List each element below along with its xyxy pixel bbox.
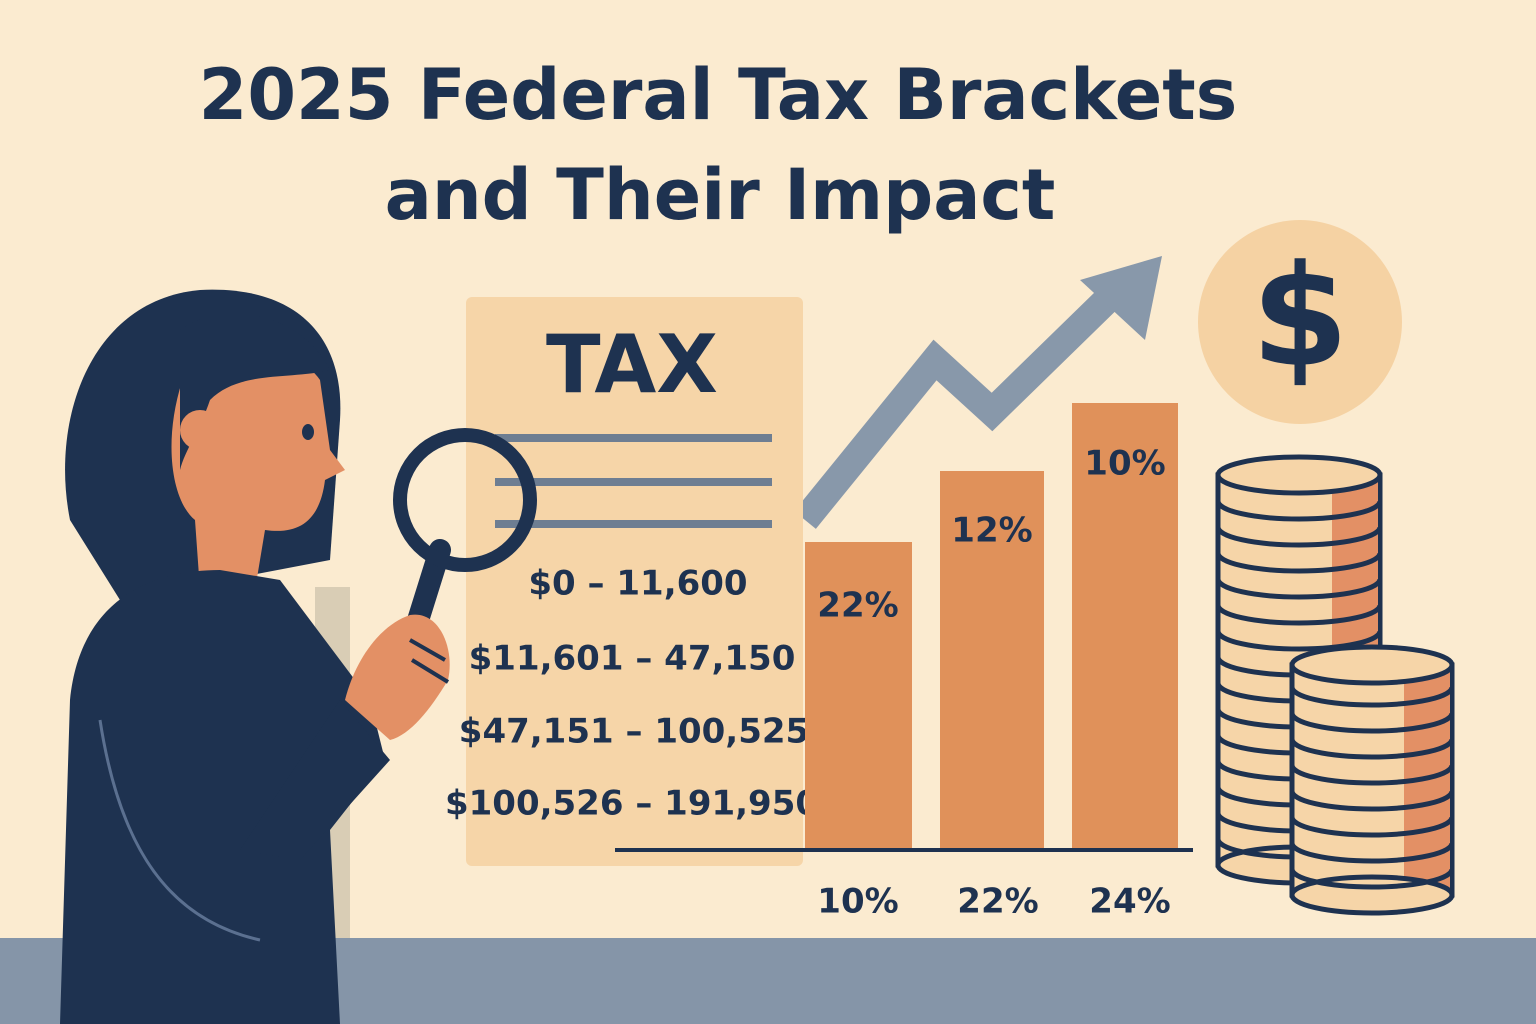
coin [1289,842,1455,864]
bar-label: 12% [951,511,1032,551]
bar [940,471,1044,848]
coin [1289,712,1455,734]
axis-label: 24% [1089,882,1170,922]
bracket: $11,601 – 47,150 [469,639,796,679]
woman [60,289,537,1024]
bar-label: 22% [817,586,898,626]
coin [1289,868,1455,890]
bracket: $100,526 – 191,950 [445,784,819,824]
coin-stacks [1215,454,1455,916]
title-line: and Their Impact [385,154,1056,236]
bracket: $47,151 – 100,525 [459,712,809,752]
coin [1289,764,1455,786]
dollar-sign: $ [1251,236,1348,399]
trend-arrow [794,281,1125,529]
bracket: $0 – 11,600 [528,564,747,604]
coin-icon [1198,220,1402,424]
arrow-head [1080,256,1162,340]
coin [1289,686,1455,708]
document-heading: TAX [546,318,718,411]
coin [1215,578,1383,600]
bar-label: 10% [1084,444,1165,484]
bar [805,542,912,848]
coin [1215,500,1383,522]
coin [1289,738,1455,760]
axis-label: 22% [957,882,1038,922]
coin [1215,454,1383,496]
coin [1289,816,1455,838]
bar [1072,403,1178,848]
axis-label: 10% [817,882,898,922]
coin [1215,630,1383,652]
title-line: 2025 Federal Tax Brackets [199,54,1238,136]
coin [1215,552,1383,574]
coin [1215,526,1383,548]
coin [1215,604,1383,626]
coin [1289,644,1455,686]
coin [1289,790,1455,812]
